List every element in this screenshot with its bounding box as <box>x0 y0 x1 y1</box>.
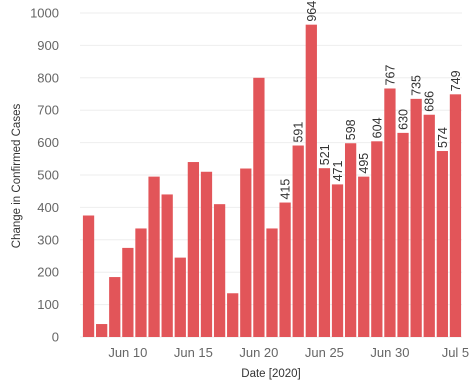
y-tick-label: 100 <box>37 297 59 312</box>
data-label: 964 <box>305 1 319 22</box>
y-tick-label: 900 <box>37 38 59 53</box>
x-axis-ticks: Jun 10 Jun 15 Jun 20 Jun 25 Jun 30 Jul 5 <box>108 345 469 360</box>
x-tick-label: Jun 25 <box>305 345 344 360</box>
bar <box>148 176 160 337</box>
data-label: 767 <box>383 65 397 86</box>
bar <box>292 145 304 337</box>
bar <box>371 141 383 337</box>
bar <box>279 202 291 337</box>
data-label: 591 <box>292 122 306 143</box>
data-label: 521 <box>318 144 332 165</box>
bar <box>331 184 344 337</box>
bar <box>187 162 200 337</box>
bar <box>344 143 357 337</box>
bar <box>109 277 121 337</box>
y-axis-ticks: 0 100 200 300 400 500 600 700 800 900 1000 <box>30 6 59 345</box>
x-tick-label: Jul 5 <box>442 345 469 360</box>
x-tick-label: Jun 20 <box>239 345 278 360</box>
bar <box>318 168 331 337</box>
data-label: 604 <box>370 117 384 138</box>
data-label: 574 <box>436 127 450 148</box>
bar <box>122 247 134 337</box>
data-label: 630 <box>397 109 411 130</box>
bar <box>397 132 409 337</box>
bar <box>227 293 239 337</box>
x-tick-label: Jun 15 <box>174 345 213 360</box>
bar <box>200 171 213 337</box>
bar <box>266 228 278 337</box>
x-tick-label: Jun 30 <box>370 345 409 360</box>
y-tick-label: 200 <box>37 265 59 280</box>
y-tick-label: 800 <box>37 70 59 85</box>
bar <box>174 257 186 337</box>
y-tick-label: 300 <box>37 232 59 247</box>
bar <box>96 324 108 337</box>
bar <box>253 77 265 338</box>
bar <box>436 151 448 337</box>
y-tick-label: 600 <box>37 135 59 150</box>
y-tick-label: 0 <box>52 330 59 345</box>
bar <box>161 194 173 337</box>
bar <box>410 98 422 337</box>
bar <box>82 215 95 337</box>
y-axis-title: Change in Confirmed Cases <box>11 104 23 249</box>
bar <box>305 24 317 337</box>
x-axis-title: Date [2020] <box>241 368 300 380</box>
data-label: 686 <box>423 91 437 112</box>
bar <box>135 228 147 337</box>
y-tick-label: 1000 <box>30 6 59 21</box>
data-label: 415 <box>279 179 293 200</box>
data-label: 471 <box>331 160 345 181</box>
bar <box>423 114 435 338</box>
y-tick-label: 700 <box>37 103 59 118</box>
data-label: 735 <box>410 75 424 96</box>
y-tick-label: 500 <box>37 168 59 183</box>
data-label: 598 <box>344 119 358 140</box>
bar <box>240 168 252 337</box>
bar <box>384 88 396 337</box>
bars <box>82 24 462 338</box>
x-tick-label: Jun 10 <box>108 345 147 360</box>
data-label: 495 <box>357 153 371 174</box>
bar <box>449 94 462 337</box>
data-label: 749 <box>449 70 463 91</box>
bar <box>213 204 226 337</box>
bar <box>358 176 370 337</box>
y-tick-label: 400 <box>37 200 59 215</box>
